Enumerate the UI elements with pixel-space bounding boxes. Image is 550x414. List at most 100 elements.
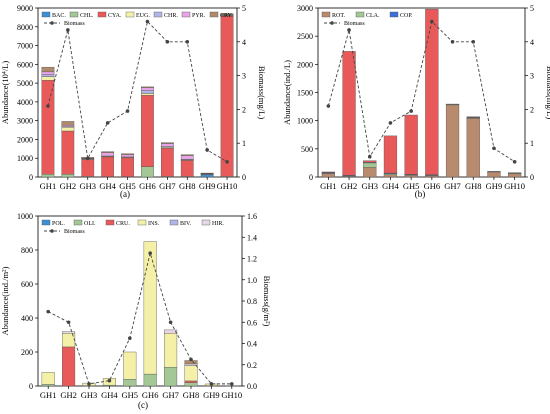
bar-cry-gh8	[180, 154, 194, 156]
legend-label-cru: CRU.	[116, 221, 130, 227]
y2-tick-label: 1.6	[247, 212, 257, 221]
biomass-point-gh8	[189, 357, 193, 362]
y-tick-label: 6000	[17, 60, 33, 69]
x-tick-label: GH10	[221, 390, 242, 400]
bar-ins-gh6	[143, 241, 157, 375]
y-tick-label: 3000	[17, 117, 33, 126]
bar-cya-gh10	[220, 15, 234, 177]
biomass-point-gh6	[430, 19, 434, 24]
bar-chl-gh2	[61, 173, 75, 178]
legend-label-biv: BIV.	[180, 221, 192, 227]
bar-pyr-gh6	[141, 87, 154, 91]
y-tick-label: 4000	[17, 98, 33, 107]
biomass-point-gh8	[471, 40, 476, 44]
x-tick-label: GH5	[403, 181, 420, 191]
biomass-point-gh5	[125, 109, 130, 113]
biomass-point-gh1	[46, 309, 50, 314]
biomass-point-gh5	[128, 336, 132, 340]
y-axis-title: Abundance(ind./m²)	[0, 266, 10, 335]
bar-pyr-gh2	[61, 124, 75, 127]
bar-oli-gh6	[143, 373, 157, 387]
legend-label-ins: INS.	[148, 221, 160, 227]
x-tick-label: GH3	[361, 181, 378, 191]
legend-label-bac: BAC.	[52, 13, 66, 19]
bar-rot-gh9	[487, 171, 501, 178]
bar-pyr-gh1	[41, 71, 55, 75]
y-tick-label: 5000	[17, 79, 33, 88]
plot-frame	[37, 7, 238, 178]
bar-bac-gh9	[200, 174, 214, 178]
legend-swatch-eug	[125, 11, 135, 18]
biomass-point-gh5	[409, 109, 413, 113]
x-tick-label: GH1	[40, 181, 57, 191]
bar-cla-gh3	[363, 162, 377, 168]
bar-cya-gh8	[180, 160, 194, 177]
legend-swatch-cla	[355, 11, 365, 18]
y2-tick-label: 2	[530, 105, 534, 114]
legend-swatch-chr	[153, 11, 163, 18]
bar-oli-gh5	[123, 379, 137, 387]
chart-panel-3: 0 200 400 600 800 1000 0.0 0.2 0.4 0.6 0.8 1.0 1.2 1.…	[0, 212, 272, 410]
bar-red-gh4	[383, 135, 398, 174]
legend-label-cya: CYA.	[108, 13, 122, 19]
biomass-point-gh10	[225, 159, 229, 164]
x-tick-label: GH4	[101, 390, 118, 400]
x-tick-label: GH10	[217, 181, 238, 191]
biomass-point-gh4	[105, 121, 110, 125]
y-tick-label: 9000	[17, 4, 33, 13]
y2-tick-label: 0.8	[247, 297, 257, 306]
bar-cry-gh6	[141, 86, 154, 89]
biomass-line	[47, 251, 232, 385]
bar-red-gh2	[342, 51, 356, 176]
legend-label-biomass: Biomass	[64, 21, 85, 27]
legend-swatch-hir	[201, 219, 211, 226]
bar-rot-gh4	[383, 174, 398, 178]
y-tick-label: 0	[29, 173, 33, 182]
bar-rot-gh8	[466, 118, 480, 178]
bar-eug-gh2	[61, 127, 75, 132]
legend-swatch-ins	[137, 219, 147, 226]
y2-tick-label: 0	[530, 173, 534, 182]
bar-pyr-gh7	[160, 143, 174, 147]
bar-chl-gh6	[141, 166, 154, 178]
biomass-point-gh7	[450, 40, 455, 44]
bar-pyr-gh8	[180, 155, 194, 160]
legend-swatch-oli	[73, 219, 83, 226]
y2-axis-title: Biomass(g/m²)	[262, 276, 272, 327]
legend-swatch-chl	[69, 11, 79, 18]
legend-label-pol: POL.	[52, 221, 65, 227]
y-axis-title: Abundance(10⁴/L)	[0, 61, 10, 125]
x-tick-label: GH4	[99, 181, 116, 191]
y2-tick-label: 5	[530, 4, 534, 13]
y-tick-label: 3000	[297, 4, 313, 13]
y-tick-label: 8000	[17, 23, 33, 32]
y2-tick-label: 3	[242, 72, 246, 81]
x-tick-label: GH2	[60, 181, 77, 191]
bar-rot-gh1	[321, 173, 335, 178]
y2-tick-label: 5	[242, 4, 246, 13]
legend-swatch-bac	[41, 11, 51, 18]
biomass-point-gh8	[185, 40, 190, 44]
biomass-point-gh4	[107, 378, 112, 383]
bar-cya-gh5	[121, 157, 134, 177]
bar-eug-gh1	[41, 76, 55, 81]
biomass-point-gh9	[492, 146, 496, 151]
chart-panel-2: 0 500 1000 1500 2000 2500 3000 0 1 2 3 4 5 Abundance(…	[282, 4, 550, 199]
biomass-point-gh2	[347, 28, 351, 32]
biomass-point-gh4	[388, 121, 393, 125]
bar-oli-gh1	[41, 384, 55, 387]
biomass-point-gh3	[87, 382, 91, 386]
biomass-point-gh3	[85, 156, 90, 161]
bar-cya-gh2	[61, 130, 75, 175]
legend-swatch-pol	[41, 219, 51, 226]
y2-tick-label: 0.4	[247, 340, 257, 349]
x-tick-label: GH1	[40, 390, 57, 400]
y-tick-label: 2000	[17, 135, 33, 144]
bar-ins-gh7	[164, 333, 178, 368]
legend-label-biomass: Biomass	[344, 21, 365, 27]
x-tick-label: GH10	[504, 181, 525, 191]
bar-cry-gh5	[121, 153, 134, 155]
biomass-point-gh10	[230, 382, 234, 386]
legend-label-biomass: Biomass	[64, 229, 85, 235]
legend: POL. OLI. CRU. INS. BIV. HIR. Biomass	[41, 219, 224, 235]
